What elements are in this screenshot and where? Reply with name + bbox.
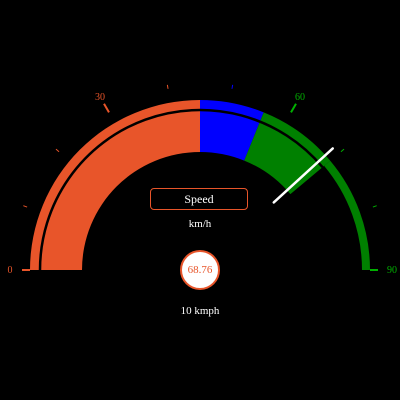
gauge-minor-tick [372, 205, 377, 208]
gauge-tick-label-30: 30 [95, 92, 105, 103]
gauge-needle [272, 147, 335, 204]
gauge-band-0 [30, 100, 200, 270]
gauge-footer-label: 10 kmph [180, 305, 220, 317]
gauge-inner-arc-line [38, 108, 324, 271]
gauge-major-tick [290, 103, 297, 113]
gauge-unit-label: km/h [188, 218, 212, 230]
gauge-minor-tick [166, 84, 169, 89]
gauge-needle-group [272, 147, 335, 204]
gauge-tick-label-0: 0 [8, 265, 13, 276]
gauge-minor-tick [55, 148, 60, 153]
gauge-tick-label-60: 60 [295, 92, 305, 103]
gauge-minor-tick [340, 148, 345, 153]
gauge-inner-arc [38, 108, 324, 271]
gauge-band-1 [200, 100, 264, 161]
gauge-bands [30, 100, 370, 270]
gauge-tick-labels: 0 30 60 90 [8, 92, 398, 276]
gauge-tick-label-90: 90 [387, 265, 397, 276]
gauge-minor-tick [231, 84, 234, 89]
gauge-ticks [22, 84, 378, 271]
gauge-band-green-track [324, 160, 370, 270]
gauge-band-green-filled [244, 112, 331, 195]
gauge-major-tick [103, 103, 110, 113]
gauge-title-box: Speed [150, 188, 248, 210]
gauge-minor-tick [23, 205, 28, 208]
gauge-value-readout: 68.76 [180, 250, 220, 290]
